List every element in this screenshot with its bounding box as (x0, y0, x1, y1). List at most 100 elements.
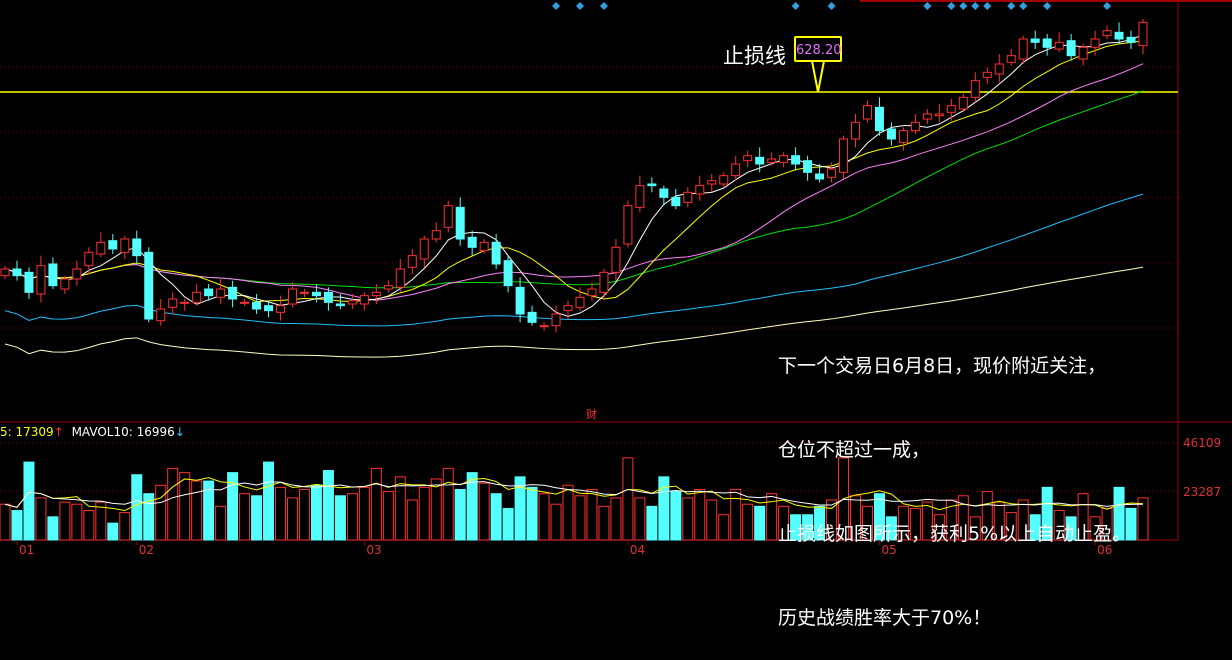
candle-body (264, 305, 274, 312)
ma5-line (4, 34, 1144, 317)
finance-marker[interactable]: 财 (585, 408, 597, 421)
candle-body (1030, 38, 1040, 43)
date-axis-label: 01 (18, 543, 35, 557)
candle-body (1090, 38, 1100, 48)
candle-body (228, 286, 238, 300)
candle-body (156, 308, 166, 322)
volume-bar (514, 476, 526, 541)
candle-body (12, 268, 22, 277)
volume-bar (1005, 512, 1017, 541)
volume-bar (322, 470, 334, 541)
candle-body (96, 241, 106, 255)
candle-body (803, 160, 813, 173)
signal-diamond-icon (923, 2, 932, 10)
volume-axis-label: 46109 (1183, 436, 1222, 450)
signal-diamond-icon (1019, 2, 1028, 10)
candle-body (407, 255, 417, 268)
candle-body (683, 191, 693, 203)
volume-bar (658, 476, 670, 541)
volume-bar (310, 484, 322, 541)
mavol5-value: 5: 17309 (0, 425, 54, 439)
date-axis-label: 02 (138, 543, 155, 557)
analysis-note: 下一个交易日6月8日，现价附近关注， 仓位不超过一成， 止损线如图所示，获利5%… (778, 296, 1131, 660)
candle-body (623, 205, 633, 245)
date-axis-label: 06 (1097, 543, 1113, 557)
candle-body (982, 71, 992, 78)
candle-body (455, 206, 465, 240)
candle-body (383, 285, 393, 290)
volume-bar (23, 461, 35, 541)
volume-bar (1077, 493, 1089, 541)
candle-body (767, 158, 777, 163)
candle-body (970, 80, 980, 98)
volume-bar (933, 514, 945, 541)
stop-loss-label: 止损线 (723, 44, 786, 68)
candle-body (1138, 21, 1148, 47)
date-axis-label: 03 (366, 543, 382, 557)
candle-body (563, 305, 573, 312)
candle-body (1114, 31, 1124, 40)
signal-diamond-icon (1007, 2, 1016, 10)
candle-body (695, 185, 705, 195)
volume-bar (454, 488, 466, 541)
kline-chart[interactable] (0, 0, 1232, 559)
volume-bar (754, 505, 766, 541)
ma60-line (4, 193, 1144, 327)
volume-bar (478, 482, 490, 541)
volume-bar (490, 493, 502, 541)
volume-bar (694, 488, 706, 541)
volume-bar (286, 497, 298, 541)
candle-body (323, 291, 333, 303)
volume-bar (1065, 516, 1077, 541)
candle-body (827, 168, 837, 178)
signal-diamond-icon (959, 2, 968, 10)
volume-bar (71, 503, 83, 541)
ma10-line (4, 40, 1144, 303)
candle-body (671, 196, 681, 207)
candle-body (371, 291, 381, 297)
volume-bar (538, 493, 550, 541)
candle-body (276, 305, 286, 313)
volume-bar (885, 516, 897, 541)
candle-body (731, 163, 741, 177)
volume-bar (1029, 514, 1041, 541)
candle-body (359, 295, 369, 305)
candle-body (335, 303, 345, 307)
candle-body (240, 301, 250, 304)
candle-body (24, 271, 34, 293)
volume-bar (586, 488, 598, 541)
note-line: 仓位不超过一成， (778, 439, 931, 461)
note-line: 历史战绩胜率大于70%！ (778, 607, 992, 629)
volume-bar (526, 486, 538, 541)
signal-diamond-icon (827, 2, 836, 10)
candle-body (635, 185, 645, 208)
candle-body (1102, 30, 1112, 37)
stop-loss-price-callout: 628.20 (794, 36, 842, 62)
volume-bar (850, 495, 862, 541)
volume-bar (35, 497, 47, 541)
candle-body (48, 263, 58, 287)
candle-body (551, 313, 561, 327)
volume-bar (382, 491, 394, 541)
candle-body (719, 175, 729, 185)
candle-body (958, 96, 968, 110)
candle-body (587, 288, 597, 297)
candle-body (851, 121, 861, 140)
volume-bar (215, 505, 227, 541)
volume-bar (610, 497, 622, 541)
signal-diamond-icon (1103, 2, 1112, 10)
note-line: 下一个交易日6月8日，现价附近关注， (778, 355, 1107, 377)
volume-bar (1113, 486, 1125, 541)
mavol10-line (4, 481, 1144, 508)
mavol10-value: MAVOL10: 16996 (71, 425, 175, 439)
volume-bar (993, 501, 1005, 541)
volume-bar (802, 514, 814, 541)
candle-body (779, 155, 789, 163)
volume-bar (646, 505, 658, 541)
volume-bar (909, 507, 921, 541)
volume-bar (1101, 507, 1113, 541)
ma30-line (4, 90, 1144, 289)
candle-body (443, 205, 453, 228)
candle-body (755, 156, 765, 165)
candle-body (647, 183, 657, 187)
